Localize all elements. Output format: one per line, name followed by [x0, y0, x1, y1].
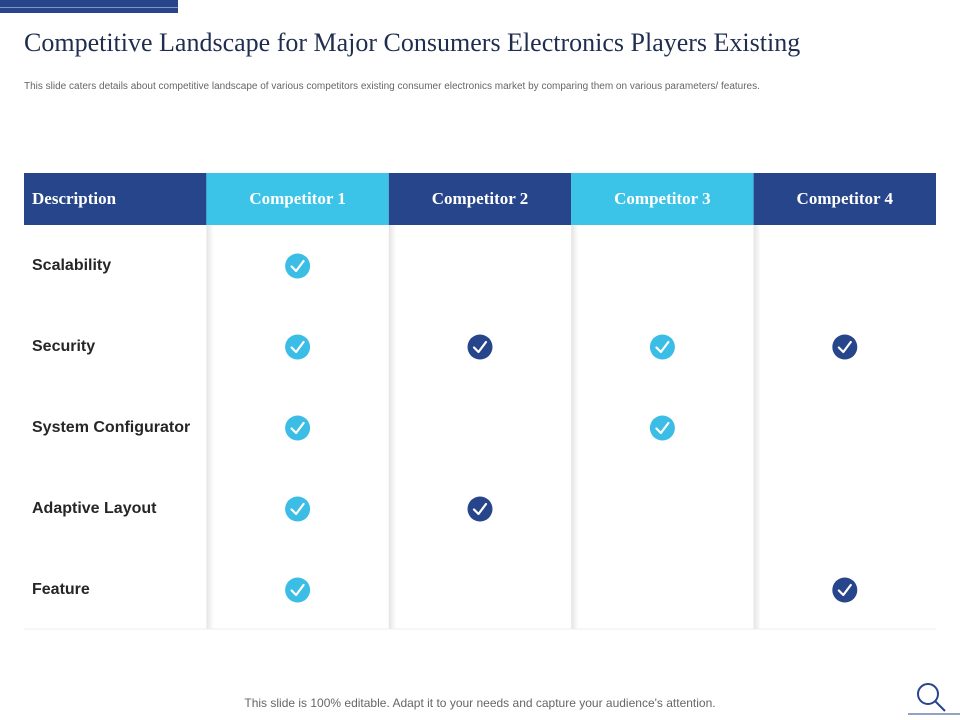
- check-icon: [285, 496, 311, 522]
- header-cell: [571, 173, 754, 225]
- check-circle: [285, 415, 311, 441]
- row-label: Scalability: [32, 257, 111, 274]
- check-icon: [467, 334, 493, 360]
- row-label: System Configurator: [32, 419, 190, 436]
- check-mark: [290, 583, 305, 597]
- check-circle: [467, 334, 493, 360]
- check-icon: [832, 577, 858, 603]
- check-icon: [285, 415, 311, 441]
- check-circle: [832, 334, 858, 360]
- check-circle: [285, 577, 311, 603]
- check-icon: [649, 334, 675, 360]
- check-mark: [655, 340, 670, 354]
- row-label: Feature: [32, 581, 90, 598]
- header-label: Competitor 3: [614, 189, 710, 208]
- header-label: Competitor 4: [797, 189, 894, 208]
- check-circle: [832, 577, 858, 603]
- check-icon: [285, 577, 311, 603]
- check-circle: [285, 496, 311, 522]
- check-icon: [832, 334, 858, 360]
- check-mark: [837, 340, 852, 354]
- title: Competitive Landscape for Major Consumer…: [24, 28, 801, 57]
- check-icon: [285, 334, 311, 360]
- search-icon: [908, 683, 960, 715]
- check-mark: [290, 259, 305, 273]
- check-circle: [467, 496, 493, 522]
- check-circle: [285, 253, 311, 279]
- check-icon: [285, 253, 311, 279]
- check-mark: [290, 421, 305, 435]
- check-mark: [655, 421, 670, 435]
- check-icon: [467, 496, 493, 522]
- header-label: Competitor 2: [432, 189, 528, 208]
- header-cell: [206, 173, 389, 225]
- header-label: Description: [32, 189, 117, 208]
- top-bar: [0, 0, 178, 13]
- check-icon: [649, 415, 675, 441]
- check-circle: [649, 415, 675, 441]
- check-circle: [285, 334, 311, 360]
- check-circle: [649, 334, 675, 360]
- header-cell: [753, 173, 936, 225]
- check-mark: [472, 502, 488, 516]
- check-mark: [290, 502, 305, 516]
- check-mark: [472, 340, 488, 354]
- column-body: [753, 225, 936, 629]
- row-label: Adaptive Layout: [32, 500, 157, 517]
- column-body: [388, 225, 572, 629]
- header-cell: [388, 173, 572, 225]
- check-mark: [290, 340, 305, 354]
- row-label: Security: [32, 338, 95, 355]
- header-label: Competitor 1: [249, 189, 345, 208]
- footer: This slide is 100% editable. Adapt it to…: [244, 696, 716, 710]
- check-mark: [837, 583, 852, 597]
- subtitle: This slide caters details about competit…: [24, 81, 760, 92]
- header-cell: [24, 173, 207, 225]
